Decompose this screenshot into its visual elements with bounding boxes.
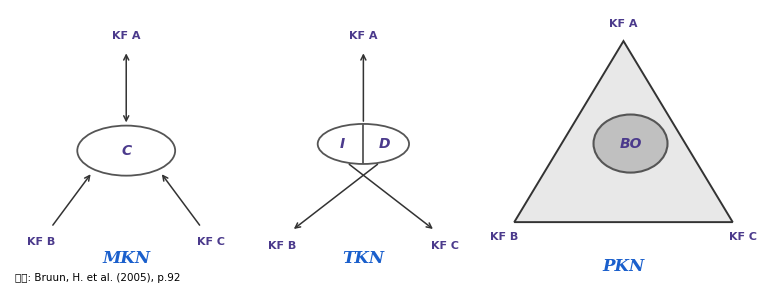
Text: KF B: KF B [268,241,296,251]
Text: C: C [121,144,132,158]
Text: KF C: KF C [197,237,225,247]
Text: KF B: KF B [490,232,518,242]
Text: KF A: KF A [609,19,638,29]
Text: TKN: TKN [342,251,385,267]
Text: KF A: KF A [349,31,378,41]
Text: 자료: Bruun, H. et al. (2005), p.92: 자료: Bruun, H. et al. (2005), p.92 [15,273,181,283]
Text: D: D [379,137,390,151]
Text: KF A: KF A [112,31,141,41]
Text: KF B: KF B [28,237,56,247]
Ellipse shape [594,114,668,172]
Text: KF C: KF C [729,232,757,242]
Text: PKN: PKN [602,259,645,275]
Text: KF C: KF C [431,241,459,251]
Text: MKN: MKN [103,251,150,267]
Text: I: I [340,137,345,151]
Text: BO: BO [620,136,642,150]
Polygon shape [514,41,733,222]
